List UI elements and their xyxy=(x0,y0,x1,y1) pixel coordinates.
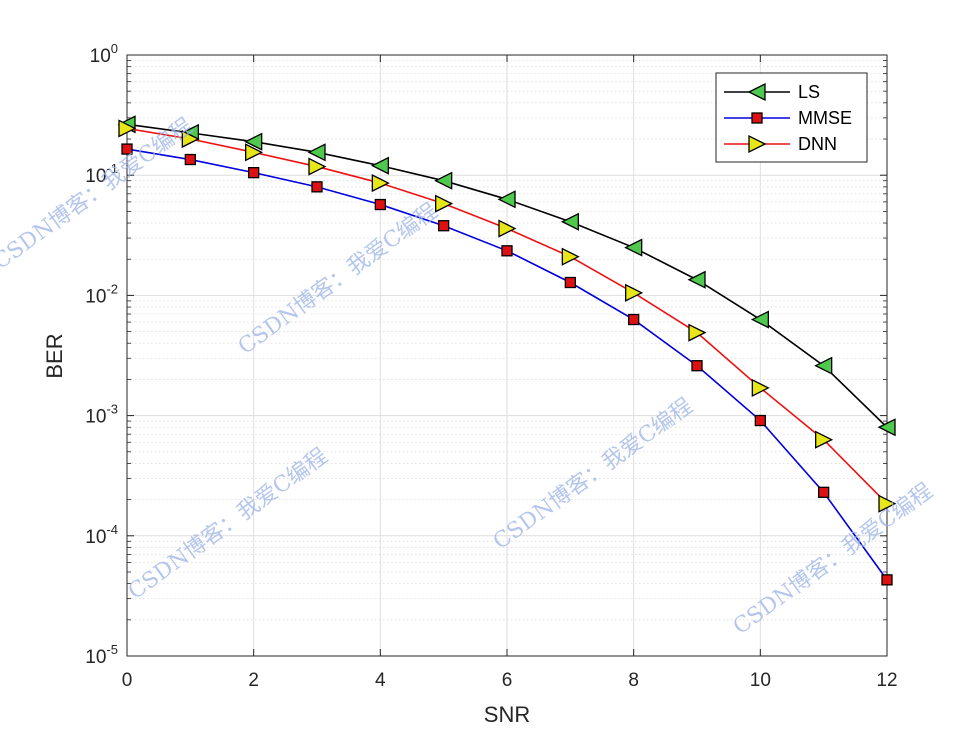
data-point-ls xyxy=(244,132,263,151)
data-point-ls xyxy=(497,190,516,209)
data-point-mmse xyxy=(248,167,260,179)
x-tick-label: 4 xyxy=(375,670,386,691)
series-mmse xyxy=(121,143,893,586)
x-tick-label: 10 xyxy=(750,670,771,691)
legend-marker xyxy=(747,82,766,102)
data-point-dnn xyxy=(561,247,580,266)
x-axis-tick-labels: 0 2 4 6 8 10 12 xyxy=(122,670,898,691)
y-tick-label: 10-3 xyxy=(85,402,118,428)
data-point-ls xyxy=(624,238,643,257)
data-point-dnn xyxy=(815,430,834,449)
x-axis-title: SNR xyxy=(484,702,530,727)
legend-label: MMSE xyxy=(798,108,852,128)
y-tick-label: 10-2 xyxy=(85,281,118,307)
data-point-dnn xyxy=(498,219,517,238)
data-point-mmse xyxy=(184,153,196,166)
x-tick-label: 6 xyxy=(502,670,513,691)
y-axis-title: BER xyxy=(42,333,67,378)
data-point-dnn xyxy=(118,119,137,138)
x-tick-label: 12 xyxy=(876,670,897,691)
axis-ticks xyxy=(126,54,888,657)
data-point-ls xyxy=(687,270,706,289)
data-point-mmse xyxy=(501,245,513,257)
data-point-dnn xyxy=(371,174,390,193)
y-tick-label: 10-5 xyxy=(85,642,118,668)
data-point-dnn xyxy=(245,143,264,162)
data-point-dnn xyxy=(435,194,454,213)
data-point-dnn xyxy=(308,157,327,176)
data-point-ls xyxy=(307,143,326,162)
data-point-mmse xyxy=(881,574,893,586)
data-point-dnn xyxy=(688,323,707,342)
data-point-dnn xyxy=(751,378,770,397)
legend-label: LS xyxy=(798,82,820,102)
legend-marker xyxy=(748,134,767,154)
data-point-ls xyxy=(560,212,579,231)
x-tick-label: 2 xyxy=(248,670,259,691)
data-point-mmse xyxy=(754,414,766,427)
data-point-mmse xyxy=(374,198,386,211)
data-point-mmse xyxy=(818,486,830,498)
x-tick-label: 8 xyxy=(628,670,639,691)
data-point-dnn xyxy=(181,129,200,149)
data-point-mmse xyxy=(628,313,640,326)
series-dnn xyxy=(118,119,897,513)
data-point-ls xyxy=(750,310,769,329)
legend: LS MMSE DNN xyxy=(715,72,868,163)
data-point-ls xyxy=(370,156,389,175)
data-point-dnn xyxy=(625,283,644,302)
data-point-mmse xyxy=(438,220,450,232)
y-tick-label: 100 xyxy=(90,41,118,67)
legend-item-dnn: DNN xyxy=(724,134,837,154)
data-point-mmse xyxy=(311,181,323,193)
series-layer xyxy=(117,115,897,586)
data-point-mmse xyxy=(691,360,703,372)
series-ls xyxy=(117,115,896,437)
y-axis-tick-labels: 100 10-1 10-2 10-3 10-4 10-5 xyxy=(85,41,118,668)
data-point-mmse xyxy=(121,143,133,155)
x-tick-label: 0 xyxy=(122,670,133,691)
data-point-mmse xyxy=(564,276,576,289)
data-point-dnn xyxy=(878,494,897,513)
data-point-ls xyxy=(814,356,833,375)
data-point-ls xyxy=(877,418,896,437)
legend-item-mmse: MMSE xyxy=(724,108,852,128)
data-point-ls xyxy=(434,171,453,190)
y-tick-label: 10-4 xyxy=(85,522,118,548)
legend-marker xyxy=(751,112,763,124)
legend-label: DNN xyxy=(798,134,837,154)
legend-item-ls: LS xyxy=(724,82,820,102)
y-tick-label: 10-1 xyxy=(85,161,118,187)
